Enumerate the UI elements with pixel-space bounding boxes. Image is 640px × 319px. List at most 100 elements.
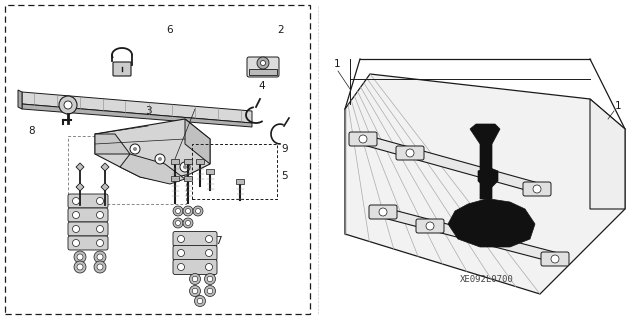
Circle shape — [551, 255, 559, 263]
Circle shape — [59, 96, 77, 114]
Circle shape — [257, 57, 269, 69]
Polygon shape — [22, 92, 252, 123]
Circle shape — [97, 240, 104, 247]
Circle shape — [359, 135, 367, 143]
Circle shape — [426, 222, 434, 230]
Circle shape — [192, 288, 198, 294]
Circle shape — [175, 209, 180, 213]
Polygon shape — [345, 74, 625, 294]
FancyBboxPatch shape — [184, 176, 192, 181]
Circle shape — [197, 298, 203, 304]
FancyBboxPatch shape — [369, 205, 397, 219]
Circle shape — [260, 61, 266, 65]
FancyBboxPatch shape — [68, 194, 108, 208]
Circle shape — [379, 208, 387, 216]
Bar — [68, 136, 186, 204]
Text: 6: 6 — [166, 25, 173, 35]
Circle shape — [205, 263, 212, 271]
FancyBboxPatch shape — [184, 159, 192, 164]
Polygon shape — [590, 99, 625, 209]
Polygon shape — [448, 167, 535, 247]
FancyBboxPatch shape — [171, 176, 179, 181]
Circle shape — [195, 209, 200, 213]
Circle shape — [180, 162, 190, 172]
FancyBboxPatch shape — [416, 219, 444, 233]
Text: 5: 5 — [281, 171, 287, 181]
Text: 4: 4 — [259, 81, 266, 91]
Circle shape — [74, 251, 86, 263]
Circle shape — [207, 276, 212, 282]
FancyBboxPatch shape — [396, 146, 424, 160]
FancyBboxPatch shape — [541, 252, 569, 266]
Circle shape — [97, 264, 103, 270]
Text: 1: 1 — [333, 59, 340, 69]
Text: XE092L0700: XE092L0700 — [460, 275, 514, 284]
Circle shape — [94, 251, 106, 263]
Polygon shape — [18, 90, 22, 109]
Circle shape — [205, 286, 216, 296]
FancyBboxPatch shape — [196, 159, 204, 164]
Polygon shape — [185, 119, 210, 164]
Circle shape — [193, 206, 203, 216]
Circle shape — [207, 288, 212, 294]
Circle shape — [406, 149, 414, 157]
Text: 9: 9 — [282, 144, 288, 154]
Polygon shape — [101, 183, 109, 191]
Polygon shape — [95, 119, 210, 181]
Bar — [5, 5, 310, 314]
Circle shape — [72, 226, 79, 233]
Circle shape — [77, 254, 83, 260]
Circle shape — [97, 211, 104, 219]
Circle shape — [205, 235, 212, 242]
Polygon shape — [76, 183, 84, 191]
Circle shape — [97, 254, 103, 260]
Circle shape — [177, 249, 184, 256]
Circle shape — [183, 206, 193, 216]
Circle shape — [183, 218, 193, 228]
FancyBboxPatch shape — [249, 69, 277, 75]
FancyBboxPatch shape — [68, 208, 108, 222]
FancyBboxPatch shape — [173, 259, 217, 275]
Circle shape — [189, 273, 200, 285]
Circle shape — [77, 264, 83, 270]
Circle shape — [64, 101, 72, 109]
FancyBboxPatch shape — [68, 236, 108, 250]
Text: 8: 8 — [29, 126, 35, 136]
Circle shape — [97, 226, 104, 233]
Polygon shape — [22, 104, 252, 127]
Circle shape — [158, 157, 162, 161]
Circle shape — [175, 220, 180, 226]
Text: 1: 1 — [614, 101, 621, 111]
Polygon shape — [76, 163, 84, 171]
Circle shape — [130, 144, 140, 154]
Circle shape — [155, 154, 165, 164]
Text: 7: 7 — [214, 236, 221, 246]
FancyBboxPatch shape — [68, 222, 108, 236]
Polygon shape — [101, 163, 109, 171]
Circle shape — [192, 276, 198, 282]
Polygon shape — [360, 134, 542, 194]
Circle shape — [177, 263, 184, 271]
FancyBboxPatch shape — [523, 182, 551, 196]
Circle shape — [205, 249, 212, 256]
FancyBboxPatch shape — [173, 246, 217, 261]
Circle shape — [72, 240, 79, 247]
Circle shape — [195, 295, 205, 307]
FancyBboxPatch shape — [171, 159, 179, 164]
Circle shape — [177, 235, 184, 242]
Circle shape — [72, 197, 79, 204]
FancyBboxPatch shape — [349, 132, 377, 146]
Circle shape — [72, 211, 79, 219]
Circle shape — [97, 197, 104, 204]
Polygon shape — [380, 207, 562, 264]
Circle shape — [173, 206, 183, 216]
Polygon shape — [470, 124, 500, 199]
Circle shape — [533, 185, 541, 193]
Circle shape — [74, 261, 86, 273]
Polygon shape — [95, 134, 130, 154]
Circle shape — [186, 209, 191, 213]
Circle shape — [173, 218, 183, 228]
FancyBboxPatch shape — [206, 169, 214, 174]
Polygon shape — [120, 154, 185, 184]
FancyBboxPatch shape — [236, 179, 244, 184]
